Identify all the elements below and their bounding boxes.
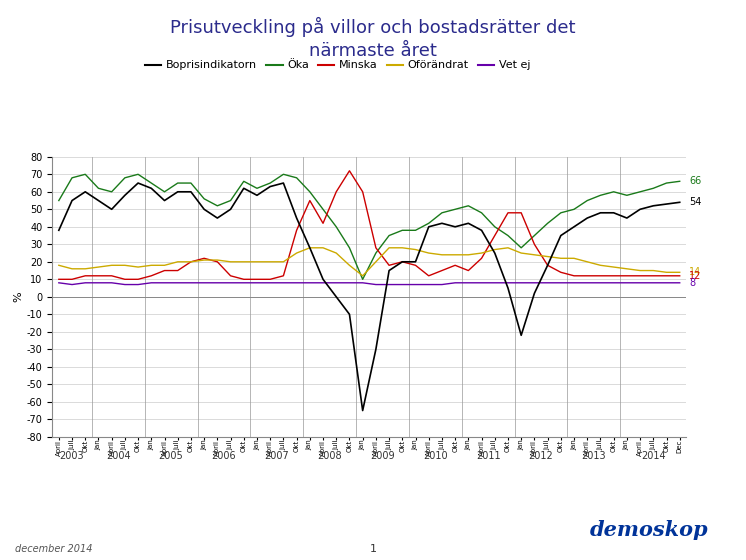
Text: 2009: 2009 bbox=[370, 451, 395, 461]
Text: 54: 54 bbox=[689, 197, 701, 207]
Text: 2004: 2004 bbox=[106, 451, 131, 461]
Text: 14: 14 bbox=[689, 267, 701, 277]
Text: 2005: 2005 bbox=[159, 451, 184, 461]
Text: 66: 66 bbox=[689, 176, 701, 186]
Text: 2007: 2007 bbox=[264, 451, 289, 461]
Text: Prisutveckling på villor och bostadsrätter det
närmaste året: Prisutveckling på villor och bostadsrätt… bbox=[170, 17, 576, 60]
Text: 2006: 2006 bbox=[212, 451, 236, 461]
Text: 2008: 2008 bbox=[317, 451, 342, 461]
Text: december 2014: december 2014 bbox=[15, 544, 93, 554]
Text: 1: 1 bbox=[369, 544, 377, 554]
Text: 2010: 2010 bbox=[423, 451, 448, 461]
Text: 2011: 2011 bbox=[476, 451, 501, 461]
Text: 12: 12 bbox=[689, 271, 701, 281]
Text: 2003: 2003 bbox=[60, 451, 84, 461]
Text: 8: 8 bbox=[689, 278, 695, 288]
Text: 2013: 2013 bbox=[582, 451, 606, 461]
Text: demoskop: demoskop bbox=[589, 520, 709, 540]
Text: 2014: 2014 bbox=[641, 451, 665, 461]
Y-axis label: %: % bbox=[14, 292, 24, 302]
Legend: Boprisindikatorn, Öka, Minska, Oförändrat, Vet ej: Boprisindikatorn, Öka, Minska, Oförändra… bbox=[140, 56, 535, 75]
Text: 2012: 2012 bbox=[529, 451, 554, 461]
